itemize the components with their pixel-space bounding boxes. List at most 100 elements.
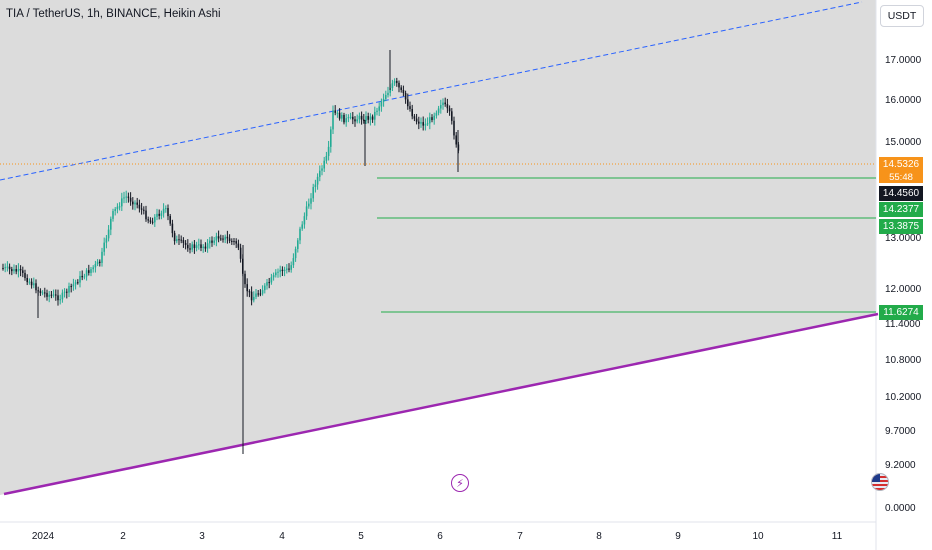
candle-body xyxy=(94,264,97,268)
candle-body xyxy=(46,292,48,297)
lightning-bolt-icon[interactable]: ⚡︎ xyxy=(451,474,469,492)
candle-body xyxy=(259,293,262,295)
candle-body xyxy=(250,291,253,301)
candle-body xyxy=(19,268,22,271)
candle-body xyxy=(143,209,145,211)
candle-body xyxy=(336,112,339,114)
price-tick: 0.0000 xyxy=(885,503,916,514)
candle-body xyxy=(413,116,416,119)
candle-body xyxy=(332,110,334,130)
candle-body xyxy=(136,202,138,205)
candle-body xyxy=(426,123,429,125)
candle-body xyxy=(365,116,367,121)
candle-body xyxy=(400,87,402,90)
candle-body xyxy=(127,196,130,198)
candle-body xyxy=(121,198,123,207)
candle-body xyxy=(68,286,70,293)
candle-body xyxy=(33,283,35,286)
candle-body xyxy=(376,110,378,112)
candle-body xyxy=(352,116,354,120)
time-tick: 3 xyxy=(199,531,205,542)
candle-body xyxy=(35,283,37,291)
price-tick: 17.0000 xyxy=(885,55,922,66)
candle-body xyxy=(275,272,277,276)
candle-body xyxy=(281,269,284,272)
last-price-tag: 14.5326 xyxy=(879,157,923,172)
candle-body xyxy=(44,292,46,294)
candle-body xyxy=(220,238,222,240)
candle-body xyxy=(446,104,449,109)
candle-body xyxy=(125,196,127,198)
candle-body xyxy=(116,206,119,210)
candle-body xyxy=(132,201,134,205)
candle-body xyxy=(79,275,81,283)
candle-body xyxy=(138,204,141,209)
candle-body xyxy=(149,220,152,222)
candle-body xyxy=(26,278,28,283)
candle-body xyxy=(261,290,264,294)
candle-body xyxy=(451,111,453,121)
candle-body xyxy=(255,293,257,297)
candle-body xyxy=(257,293,259,295)
candle-body xyxy=(206,243,209,249)
candle-body xyxy=(347,117,350,119)
candle-body xyxy=(345,118,347,123)
candle-body xyxy=(358,115,361,120)
us-flag-icon[interactable] xyxy=(871,473,889,491)
candle-body xyxy=(167,208,169,217)
time-tick: 2 xyxy=(120,531,126,542)
candle-body xyxy=(217,236,220,239)
candle-body xyxy=(140,208,143,210)
price-tick: 12.0000 xyxy=(885,284,922,295)
candle-body xyxy=(162,208,165,214)
candle-body xyxy=(283,269,286,272)
candle-body xyxy=(15,269,17,272)
symbol-title[interactable]: TIA / TetherUS, 1h, BINANCE, Heikin Ashi xyxy=(6,8,221,20)
candle-body xyxy=(292,258,295,266)
candle-body xyxy=(334,110,336,113)
candle-body xyxy=(398,82,400,88)
candle-body xyxy=(88,270,90,273)
candle-body xyxy=(396,80,398,83)
candle-body xyxy=(83,276,86,278)
candle-body xyxy=(171,223,174,234)
candle-body xyxy=(165,208,167,210)
candle-body xyxy=(420,122,422,124)
candle-body xyxy=(378,106,380,111)
candle-body xyxy=(409,106,411,110)
candle-body xyxy=(389,88,391,93)
candle-body xyxy=(367,116,369,120)
candle-body xyxy=(55,294,57,296)
candle-body xyxy=(41,292,44,294)
candle-body xyxy=(28,281,31,283)
candle-body xyxy=(169,216,171,224)
candle-body xyxy=(297,240,299,249)
candle-body xyxy=(314,184,317,188)
candle-body xyxy=(74,282,77,285)
candle-body xyxy=(356,119,358,122)
candle-body xyxy=(72,284,75,287)
currency-button[interactable]: USDT xyxy=(880,5,924,27)
candle-body xyxy=(323,160,325,169)
candle-body xyxy=(310,198,312,204)
level-price-tag: 11.6274 xyxy=(879,305,923,320)
candle-body xyxy=(235,241,237,244)
candle-body xyxy=(253,296,255,301)
candle-body xyxy=(52,294,55,296)
candle-body xyxy=(266,282,268,286)
candle-body xyxy=(244,273,246,285)
candle-body xyxy=(385,95,387,99)
support-trendline xyxy=(3,312,879,496)
time-tick: 11 xyxy=(831,531,843,542)
candle-body xyxy=(154,216,156,223)
candle-body xyxy=(360,115,363,120)
time-tick: 7 xyxy=(517,531,523,542)
candle-body xyxy=(22,270,24,273)
candle-body xyxy=(66,291,68,293)
candle-body xyxy=(424,123,427,126)
candle-body xyxy=(418,121,420,124)
candle-body xyxy=(204,246,207,249)
candle-body xyxy=(371,116,374,120)
candle-body xyxy=(442,102,444,106)
